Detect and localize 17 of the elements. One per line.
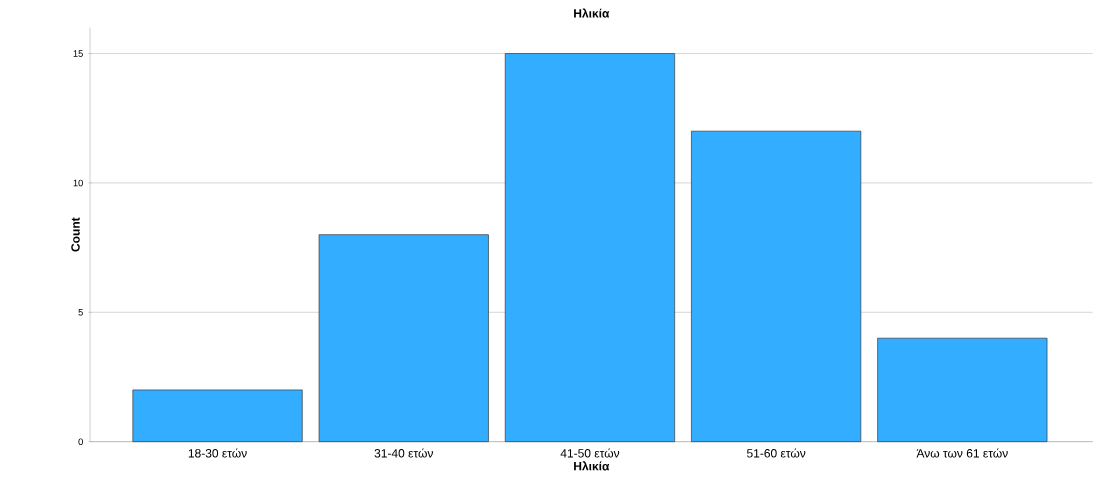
x-tick-label: 18-30 ετών — [188, 448, 247, 458]
bar — [504, 53, 675, 443]
x-tick-label: 41-50 ετών — [560, 448, 620, 458]
y-axis-title: Count — [71, 217, 80, 252]
y-tick-label: 0 — [78, 438, 83, 445]
bar — [318, 234, 489, 443]
chart-title: Ηλικία — [574, 8, 610, 18]
x-tick-label: 51-60 ετών — [746, 448, 806, 458]
bar — [132, 389, 303, 443]
y-tick-label: 10 — [73, 179, 83, 187]
bar — [691, 130, 862, 443]
x-axis-title: Ηλικία — [574, 461, 610, 471]
y-tick-label: 5 — [78, 309, 83, 316]
y-tick-label: 15 — [73, 50, 83, 57]
x-tick-label: 31-40 ετών — [374, 448, 433, 458]
x-tick-label: Άνω των 61 ετών — [916, 448, 1008, 458]
bar — [877, 337, 1048, 443]
